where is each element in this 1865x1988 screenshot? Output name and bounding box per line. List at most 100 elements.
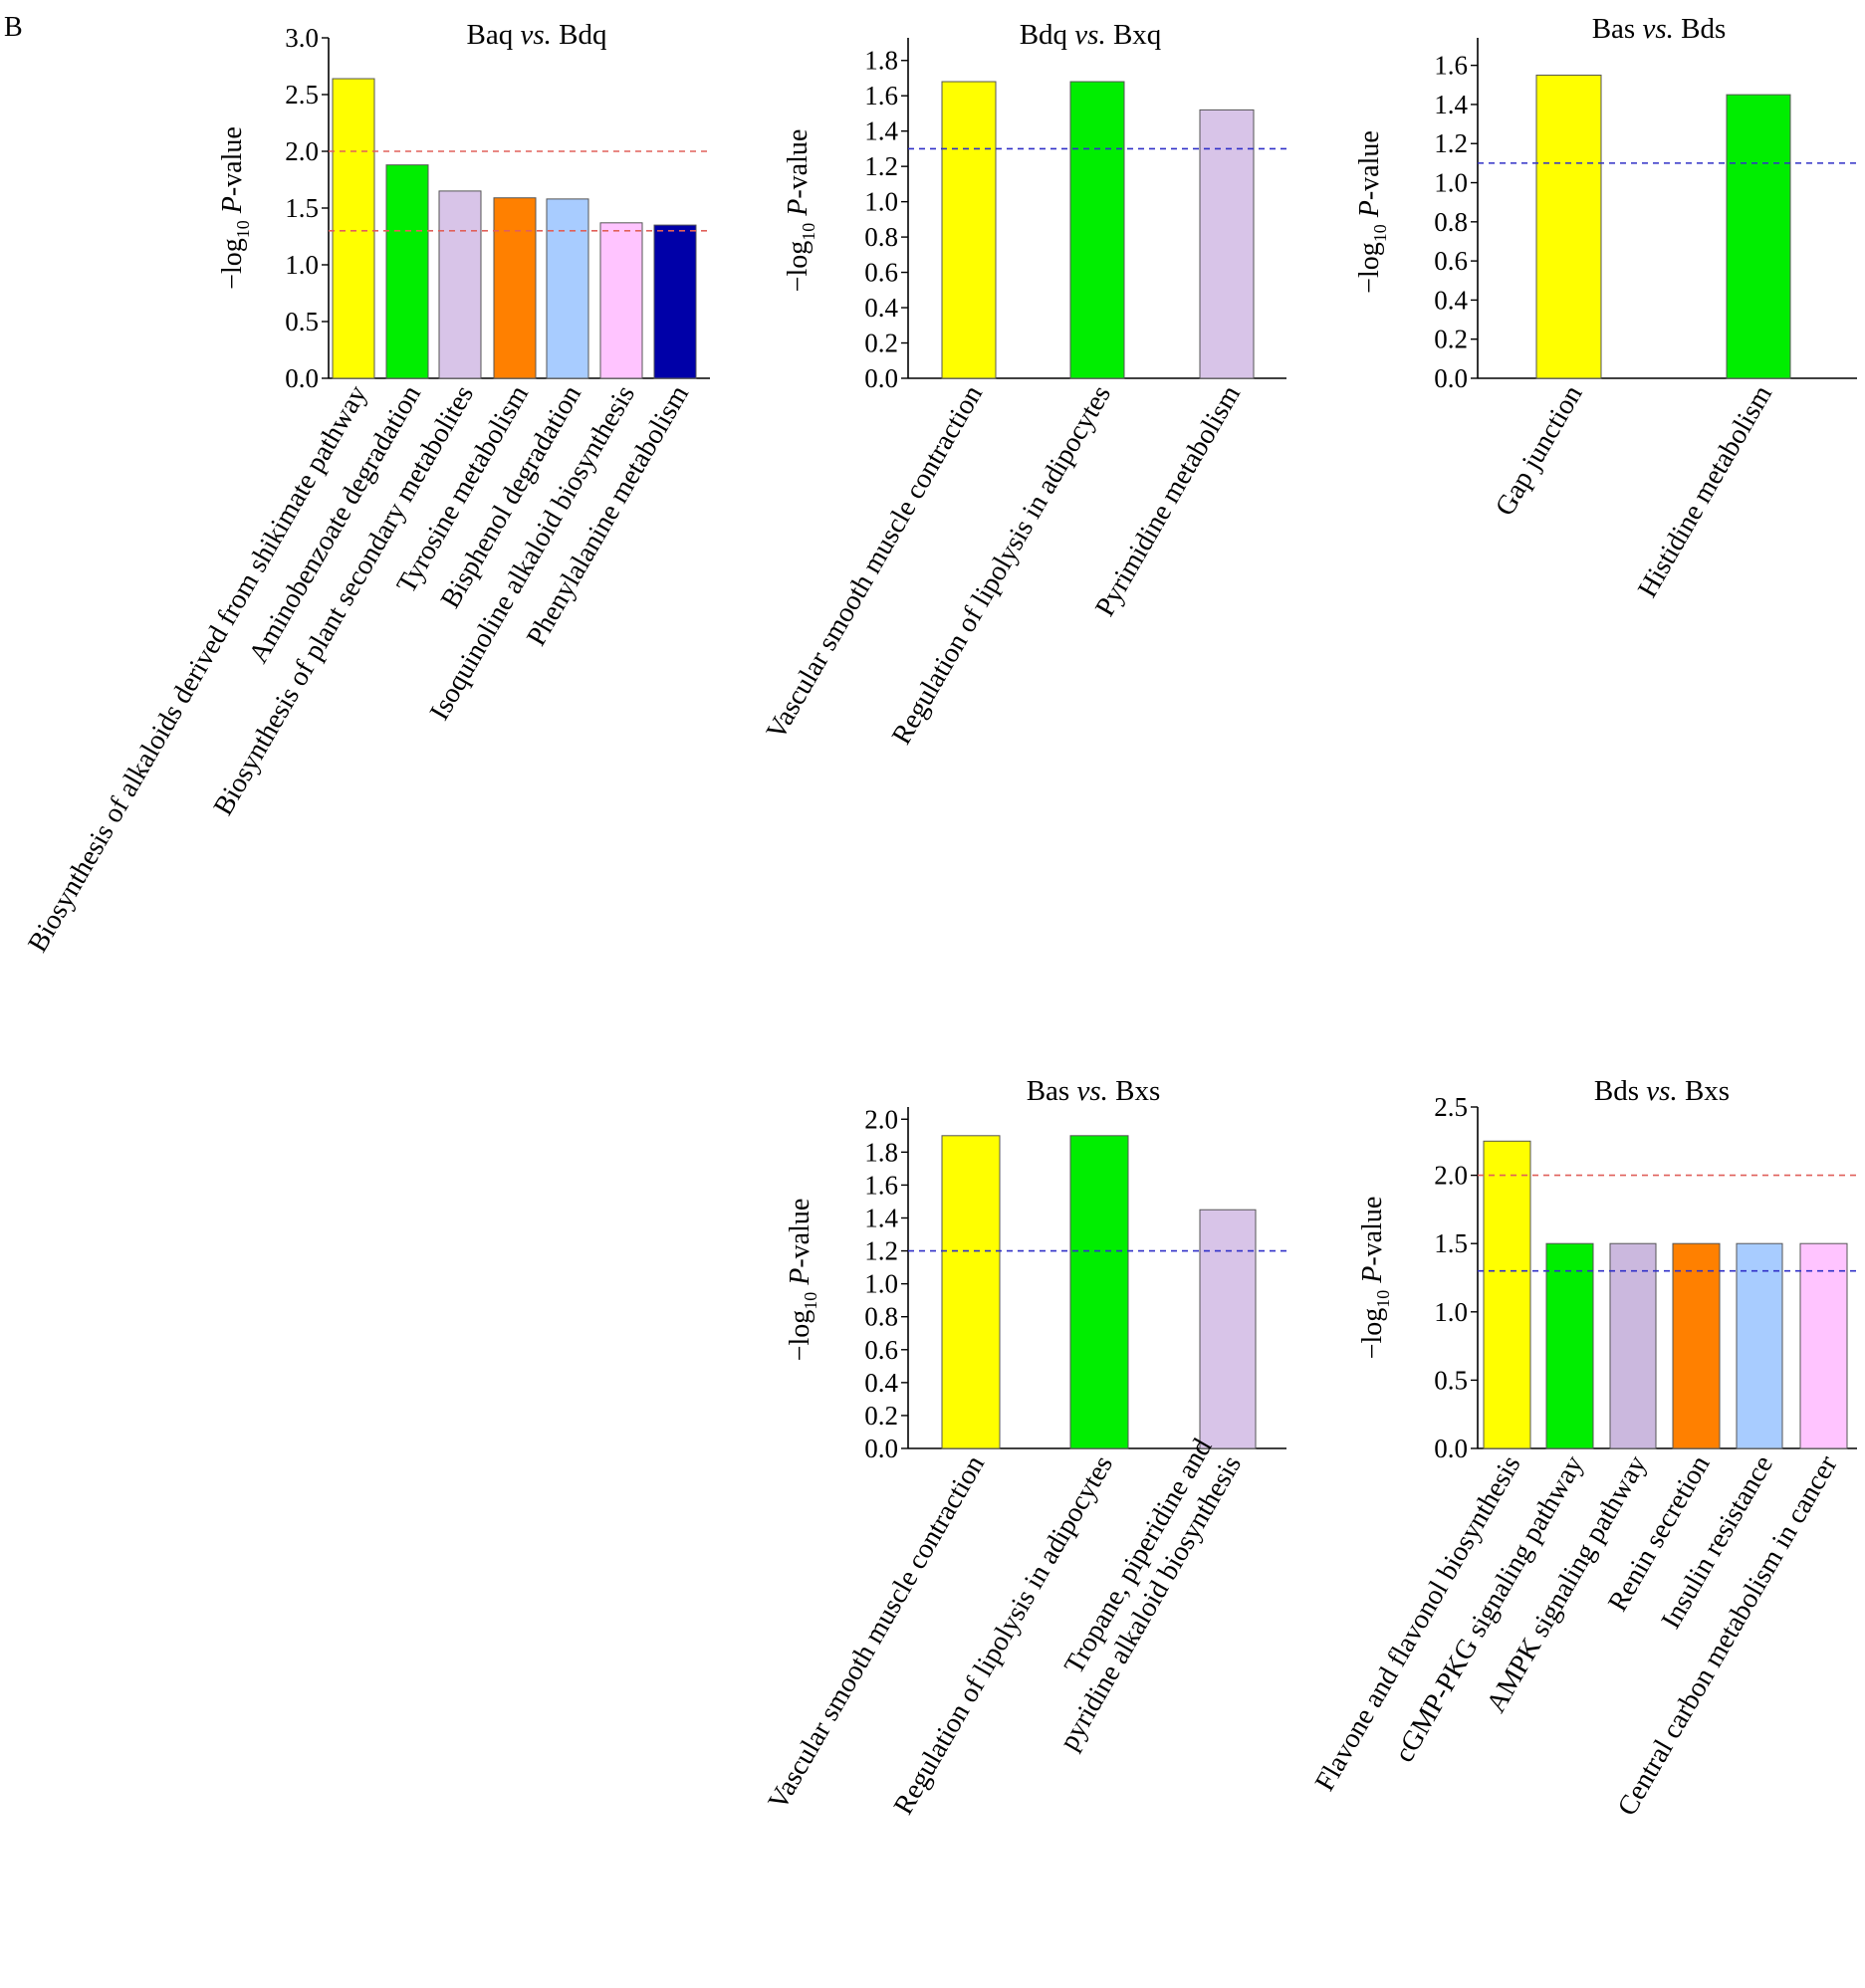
y-tick-label: 1.0 bbox=[1434, 168, 1468, 198]
chart-title: Bas vs. Bds bbox=[1592, 13, 1727, 45]
bar-1 bbox=[1535, 74, 1602, 379]
bar-1 bbox=[332, 78, 375, 379]
x-tick-label-line: Regulation of lipolysis in adipocytes bbox=[886, 380, 1117, 750]
y-tick-label: 1.4 bbox=[1434, 90, 1468, 119]
y-label-subscript: 10 bbox=[1370, 224, 1390, 242]
chart-panel-4: Bas vs. Bxs −log10 P-value 0.0 0.20.40.60.8… bbox=[763, 1075, 1286, 1820]
title-left-group: Bds bbox=[1594, 1075, 1646, 1107]
y-tick-label: 3.0 bbox=[285, 23, 319, 53]
x-tick-label: Gap junction bbox=[1490, 380, 1589, 521]
y-tick-label: 2.0 bbox=[1434, 1161, 1468, 1191]
y-tick-label: 1.0 bbox=[864, 1269, 898, 1299]
y-tick-label: 0.0 bbox=[1434, 363, 1468, 393]
y-tick-label: 1.8 bbox=[864, 46, 898, 76]
bar-6 bbox=[599, 222, 643, 379]
bar-6 bbox=[1799, 1242, 1848, 1449]
y-tick-label: 0.6 bbox=[1434, 246, 1468, 276]
y-tick-label: 2.0 bbox=[285, 136, 319, 166]
y-label-subscript: 10 bbox=[1373, 1290, 1393, 1308]
x-tick-label-line: Gap junction bbox=[1490, 380, 1589, 521]
chart-panel-3: Bas vs. Bds −log10 P-value 0.0 0.2 0.4 0.6 0.8… bbox=[1354, 13, 1857, 603]
y-tick-label: 2.5 bbox=[1434, 1092, 1468, 1122]
title-left-group: Bas bbox=[1027, 1075, 1077, 1107]
title-left-group: Bdq bbox=[1020, 19, 1075, 51]
x-tick-label: Tropane, piperidine andpyridine alkaloid… bbox=[1025, 1434, 1248, 1755]
y-tick-label: 1.6 bbox=[864, 81, 898, 110]
bar-3 bbox=[1609, 1242, 1657, 1449]
chart-panel-2: Bdq vs. Bxq −log10 P-value 0.0 0.2 0.4 0.6 0.8… bbox=[761, 19, 1286, 750]
y-tick-label: 1.6 bbox=[864, 1170, 898, 1200]
y-tick-label: 0.0 bbox=[1434, 1434, 1468, 1463]
chart-title: Bds vs. Bxs bbox=[1594, 1075, 1730, 1107]
bar-1 bbox=[941, 1135, 1001, 1449]
y-label-suffix: -value bbox=[217, 126, 248, 196]
bar-2 bbox=[1069, 1135, 1129, 1449]
bar-2 bbox=[1545, 1242, 1594, 1449]
chart-title: Baq vs. Bdq bbox=[467, 19, 607, 51]
y-label-suffix: -value bbox=[1354, 130, 1385, 200]
bar-5 bbox=[1736, 1242, 1783, 1449]
bar-2 bbox=[385, 164, 429, 379]
y-tick-label: 1.2 bbox=[864, 1236, 898, 1266]
title-vs: vs. bbox=[1074, 19, 1105, 51]
y-tick-label: 1.0 bbox=[1434, 1297, 1468, 1327]
title-vs: vs. bbox=[1646, 1075, 1677, 1107]
x-tick-label-line: Vascular smooth muscle contraction bbox=[761, 380, 989, 745]
y-label-prefix: −log bbox=[783, 241, 814, 293]
y-label-prefix: −log bbox=[1354, 242, 1385, 294]
bar-3 bbox=[1199, 109, 1255, 379]
chart-panel-5: Bds vs. Bxs −log10 P-value 0.0 0.5 1.0 1.5 2.0… bbox=[1309, 1075, 1857, 1821]
y-label-subscript: 10 bbox=[801, 1292, 820, 1310]
title-vs: vs. bbox=[520, 19, 551, 51]
title-left-group: Baq bbox=[467, 19, 521, 51]
y-axis-label: −log10 P-value bbox=[217, 126, 253, 290]
bar-2 bbox=[1726, 94, 1791, 379]
bar-4 bbox=[493, 197, 537, 379]
x-tick-label: Vascular smooth muscle contraction bbox=[761, 380, 989, 745]
title-left-group: Bas bbox=[1592, 13, 1643, 45]
y-tick-label: 0.4 bbox=[1434, 285, 1468, 315]
y-tick-label: 0.2 bbox=[864, 1401, 898, 1431]
x-tick-label: Vascular smooth muscle contraction bbox=[763, 1450, 991, 1815]
y-tick-label: 1.5 bbox=[1434, 1228, 1468, 1258]
bar-3 bbox=[1199, 1209, 1257, 1449]
y-tick-label: 0.6 bbox=[864, 1335, 898, 1365]
bar-1 bbox=[1483, 1140, 1531, 1449]
panel-label: B bbox=[4, 12, 23, 43]
x-tick-label-line: Pyrimidine metabolism bbox=[1089, 380, 1247, 622]
y-label-italic: P bbox=[1357, 1266, 1388, 1290]
y-tick-label: 1.0 bbox=[864, 187, 898, 217]
y-tick-label: 1.8 bbox=[864, 1137, 898, 1167]
title-right-group: Bxq bbox=[1106, 19, 1162, 51]
y-tick-label: 1.0 bbox=[285, 250, 319, 280]
y-tick-label: 0.0 bbox=[285, 363, 319, 393]
title-right-group: Bdq bbox=[552, 19, 607, 51]
y-tick-label: 0.5 bbox=[1434, 1365, 1468, 1395]
y-tick-label: 2.5 bbox=[285, 80, 319, 110]
y-label-italic: P bbox=[785, 1268, 816, 1292]
y-tick-label: 0.2 bbox=[864, 329, 898, 358]
y-tick-label: 1.4 bbox=[864, 116, 898, 146]
bar-1 bbox=[941, 81, 997, 379]
bar-7 bbox=[653, 224, 697, 379]
y-tick-label: 0.6 bbox=[864, 258, 898, 288]
bar-3 bbox=[438, 190, 482, 379]
bar-5 bbox=[546, 198, 589, 379]
y-tick-label: 0.8 bbox=[864, 1302, 898, 1332]
bar-2 bbox=[1069, 81, 1125, 379]
y-label-italic: P bbox=[217, 196, 248, 220]
y-tick-label: 0.0 bbox=[864, 363, 898, 393]
y-label-prefix: −log bbox=[785, 1310, 816, 1362]
chart-panel-1: Baq vs. Bdq −log10 P-value 0.0 0.5 1.0 1.5 2.0… bbox=[22, 19, 710, 958]
y-axis-label: −log10 P-value bbox=[783, 129, 818, 293]
title-vs: vs. bbox=[1642, 13, 1673, 45]
y-axis-label: −log10 P-value bbox=[1354, 130, 1390, 294]
y-label-subscript: 10 bbox=[799, 223, 818, 241]
y-tick-label: 1.2 bbox=[1434, 128, 1468, 158]
title-vs: vs. bbox=[1076, 1075, 1107, 1107]
x-tick-label-line: Vascular smooth muscle contraction bbox=[763, 1450, 991, 1815]
y-label-suffix: -value bbox=[785, 1199, 816, 1268]
chart-title: Bdq vs. Bxq bbox=[1020, 19, 1162, 51]
y-label-subscript: 10 bbox=[233, 220, 253, 238]
